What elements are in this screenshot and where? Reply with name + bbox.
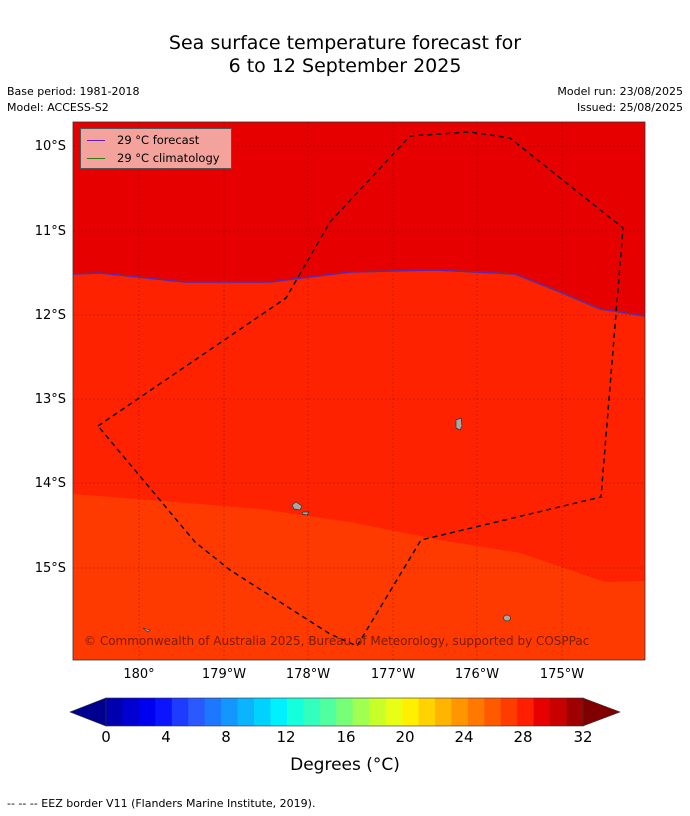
sst-region-high <box>73 122 645 316</box>
map-frame <box>72 121 646 661</box>
legend-forecast-label: 29 °C forecast <box>117 133 200 147</box>
colorbar-segment <box>402 698 419 726</box>
colorbar-segment <box>352 698 370 726</box>
lon-label: 179°W <box>202 667 246 682</box>
base-period: Base period: 1981-2018 <box>7 85 140 98</box>
legend-climatology: 29 °C climatology <box>87 151 220 165</box>
legend-forecast: 29 °C forecast <box>87 133 199 147</box>
meta-right: Model run: 23/08/2025 Issued: 25/08/2025 <box>557 84 683 116</box>
colorbar-segment <box>155 698 173 726</box>
sst-region-low <box>73 494 645 660</box>
colorbar-tick: 16 <box>336 728 356 746</box>
colorbar-tick: 0 <box>101 728 111 746</box>
eez-border <box>96 131 624 647</box>
island-south <box>503 614 511 622</box>
colorbar-segment <box>254 698 271 726</box>
meta-left: Base period: 1981-2018 Model: ACCESS-S2 <box>7 84 139 116</box>
model-name: Model: ACCESS-S2 <box>7 101 109 114</box>
island-west-small <box>301 511 310 516</box>
lat-label: 15°S <box>35 561 66 576</box>
colorbar-segment <box>517 698 535 726</box>
forecast-line-swatch <box>87 139 105 141</box>
island-east <box>455 417 463 431</box>
colorbar-segment <box>221 698 238 726</box>
model-run: Model run: 23/08/2025 <box>557 85 683 98</box>
island-southwest <box>142 627 151 633</box>
colorbar <box>69 697 621 727</box>
colorbar-min-extension <box>69 697 107 727</box>
climatology-line-swatch <box>87 157 105 159</box>
colorbar-segment <box>467 698 485 726</box>
colorbar-tick: 12 <box>276 728 296 746</box>
chart-title-line1: Sea surface temperature forecast for <box>168 32 522 54</box>
colorbar-max-extension <box>582 697 621 727</box>
map-legend: 29 °C forecast 29 °C climatology <box>80 128 232 169</box>
colorbar-segment <box>336 698 354 726</box>
colorbar-tick: 4 <box>161 728 171 746</box>
colorbar-tick: 8 <box>221 728 231 746</box>
lon-label: 177°W <box>371 667 415 682</box>
colorbar-tick: 32 <box>573 728 593 746</box>
colorbar-segment <box>204 698 222 726</box>
colorbar-segment <box>418 698 436 726</box>
copyright-notice: © Commonwealth of Australia 2025, Bureau… <box>84 634 589 648</box>
lat-label: 11°S <box>35 224 66 239</box>
lat-label: 10°S <box>35 139 66 154</box>
lon-label: 180° <box>123 667 154 682</box>
map-figure: © Commonwealth of Australia 2025, Bureau… <box>35 121 646 727</box>
chart-title-line2: 6 to 12 September 2025 <box>228 55 462 77</box>
colorbar-frame <box>105 697 584 727</box>
colorbar-segment <box>566 698 584 726</box>
colorbar-segment <box>533 698 551 726</box>
colorbar-segment <box>385 698 403 726</box>
map-area: © Commonwealth of Australia 2025, Bureau… <box>73 122 645 660</box>
island-west <box>291 501 303 511</box>
lon-labels: 180° 179°W 178°W 177°W 176°W 175°W <box>123 667 584 682</box>
legend-climatology-label: 29 °C climatology <box>117 151 220 165</box>
colorbar-segment <box>138 698 156 726</box>
issued-date: Issued: 25/08/2025 <box>576 101 683 114</box>
colorbar-segment <box>286 698 304 726</box>
colorbar-tick: 20 <box>395 728 415 746</box>
colorbar-segment <box>188 698 206 726</box>
forecast-29c-contour <box>73 269 645 317</box>
colorbar-segment <box>484 698 502 726</box>
colorbar-segment <box>122 698 140 726</box>
colorbar-segment <box>500 698 518 726</box>
colorbar-segment <box>550 698 567 726</box>
lon-label: 178°W <box>286 667 330 682</box>
colorbar-segment <box>303 698 321 726</box>
colorbar-tick: 24 <box>454 728 474 746</box>
colorbar-segment <box>451 698 469 726</box>
colorbar-segment <box>237 698 255 726</box>
lon-label: 176°W <box>455 667 499 682</box>
lat-label: 13°S <box>35 392 66 407</box>
graticule <box>73 122 645 660</box>
colorbar-segment <box>270 698 288 726</box>
lat-labels: 10°S 11°S 12°S 13°S 14°S 15°S <box>35 139 66 576</box>
lon-label: 175°W <box>540 667 584 682</box>
lat-label: 12°S <box>35 308 66 323</box>
colorbar-label: Degrees (°C) <box>290 755 400 775</box>
footnote: -- -- -- EEZ border V11 (Flanders Marine… <box>7 797 316 810</box>
colorbar-segment <box>434 698 452 726</box>
colorbar-tick: 28 <box>513 728 533 746</box>
colorbar-segment <box>319 698 337 726</box>
colorbar-segment <box>171 698 189 726</box>
colorbar-segment <box>106 698 123 726</box>
colorbar-segment <box>369 698 387 726</box>
lat-label: 14°S <box>35 476 66 491</box>
